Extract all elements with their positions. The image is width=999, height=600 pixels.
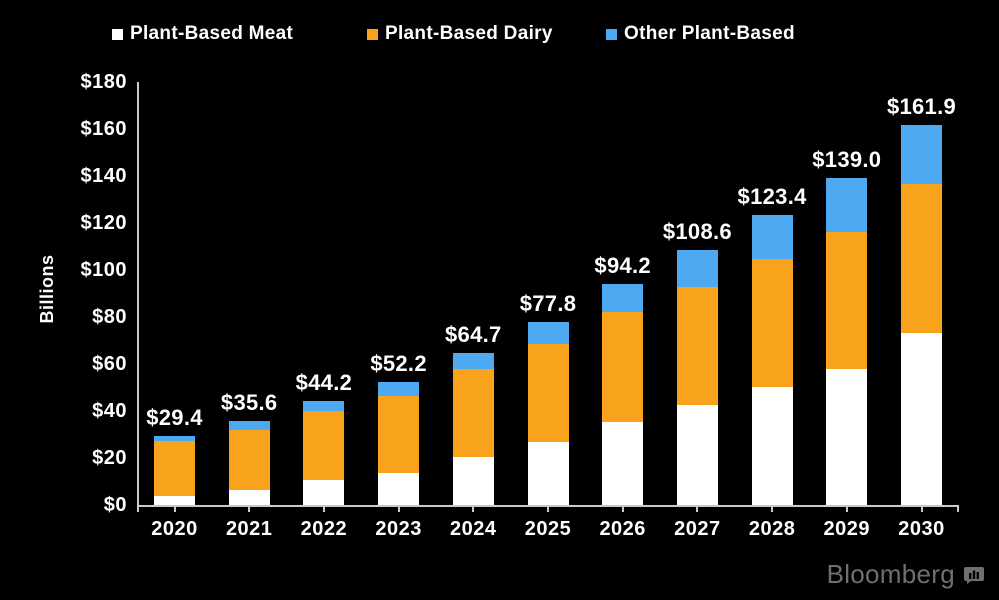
legend-swatch-other-plant-based-icon <box>606 28 617 40</box>
bar-segment-plant-based-dairy-2030 <box>901 184 942 334</box>
x-axis-tickmark <box>920 506 923 512</box>
bar-segment-plant-based-meat-2024 <box>452 457 494 505</box>
bar-segment-other-plant-based-2028 <box>751 215 793 260</box>
x-axis-label-2024: 2024 <box>450 518 497 540</box>
y-axis-tick-label: $40 <box>92 400 127 422</box>
bar-segment-other-plant-based-2024 <box>452 352 494 369</box>
x-axis-tickmark <box>248 506 251 512</box>
bar-total-label-2022: $44.2 <box>295 370 353 396</box>
bar-segment-plant-based-meat-2020 <box>154 495 195 505</box>
bar-segment-plant-based-dairy-2026 <box>602 311 644 422</box>
y-axis-tick-label: $80 <box>92 306 127 328</box>
y-axis-tick-label: $100 <box>80 259 127 281</box>
x-axis-tickmark <box>696 506 699 512</box>
x-axis-label-2026: 2026 <box>599 518 646 540</box>
bar-segment-other-plant-based-2025 <box>527 322 569 344</box>
bar-segment-plant-based-dairy-2020 <box>154 441 195 496</box>
bar-segment-plant-based-meat-2030 <box>901 333 942 505</box>
bar-total-label-2023: $52.2 <box>370 351 427 377</box>
bar-segment-plant-based-meat-2029 <box>826 368 868 505</box>
x-axis-label-2022: 2022 <box>300 518 348 540</box>
bar-segment-other-plant-based-2020 <box>154 435 195 442</box>
bar-total-label-2024: $64.7 <box>445 321 502 347</box>
bar-segment-plant-based-meat-2028 <box>751 386 793 505</box>
x-axis-label-2029: 2029 <box>823 518 871 540</box>
bar-segment-plant-based-dairy-2028 <box>751 259 793 387</box>
bar-segment-other-plant-based-2029 <box>826 178 868 233</box>
bar-segment-plant-based-dairy-2024 <box>452 368 494 458</box>
bloomberg-attribution: Bloomberg <box>827 559 985 590</box>
y-axis-tick-label: $20 <box>92 447 127 469</box>
bloomberg-logo-icon <box>963 564 985 586</box>
bar-segment-plant-based-meat-2022 <box>303 479 345 505</box>
legend-label: Plant-Based Dairy <box>385 23 553 44</box>
bar-segment-plant-based-meat-2027 <box>676 405 718 505</box>
bar-segment-plant-based-meat-2025 <box>527 441 569 505</box>
bar-segment-plant-based-dairy-2027 <box>676 286 718 406</box>
x-axis-line <box>137 505 959 507</box>
x-axis-tickmark <box>771 506 774 512</box>
bar-total-label-2020: $29.4 <box>146 404 203 430</box>
bar-total-label-2026: $94.2 <box>594 252 651 278</box>
bar-segment-other-plant-based-2022 <box>303 401 345 411</box>
bar-total-label-2021: $35.6 <box>220 390 278 416</box>
x-axis-label-2028: 2028 <box>748 518 796 540</box>
legend-label: Other Plant-Based <box>624 23 795 44</box>
legend-label: Plant-Based Meat <box>130 23 294 44</box>
legend-item-plant-based-meat: Plant-Based Meat <box>112 23 293 45</box>
bar-segment-other-plant-based-2023 <box>378 382 420 396</box>
x-axis-tickmark <box>397 506 400 512</box>
x-axis-label-2021: 2021 <box>225 518 273 540</box>
y-axis-tick-label: $160 <box>80 118 127 140</box>
legend-swatch-plant-based-dairy-icon <box>367 28 378 40</box>
bar-segment-plant-based-meat-2023 <box>378 473 420 505</box>
x-axis-tickmark <box>621 506 624 512</box>
bar-segment-other-plant-based-2030 <box>901 124 942 185</box>
x-axis-tickmark <box>547 506 549 512</box>
x-axis-label-2027: 2027 <box>674 518 721 540</box>
x-axis-tickmark <box>845 506 848 512</box>
bar-total-label-2028: $123.4 <box>737 184 807 209</box>
y-axis-tick-label: $120 <box>80 212 127 234</box>
legend-item-plant-based-dairy: Plant-Based Dairy <box>367 23 553 45</box>
x-axis-label-2020: 2020 <box>151 518 198 540</box>
bloomberg-wordmark: Bloomberg <box>826 559 955 589</box>
bar-segment-plant-based-dairy-2025 <box>527 344 569 442</box>
bar-segment-plant-based-dairy-2021 <box>228 429 270 491</box>
x-axis-label-2030: 2030 <box>898 518 945 540</box>
x-axis-label-2023: 2023 <box>375 518 422 540</box>
x-axis-end-tickmark <box>957 506 959 512</box>
y-axis-tick-label: $60 <box>92 353 127 375</box>
bar-total-label-2030: $161.9 <box>886 93 957 119</box>
y-axis-tick-label: $140 <box>80 165 127 187</box>
bar-segment-other-plant-based-2021 <box>228 421 270 430</box>
bar-total-label-2025: $77.8 <box>519 291 577 317</box>
x-axis-tickmark <box>322 506 325 512</box>
bar-segment-plant-based-meat-2026 <box>602 421 644 505</box>
bar-total-label-2029: $139.0 <box>812 147 882 173</box>
bar-segment-plant-based-dairy-2023 <box>378 395 420 474</box>
y-axis-line <box>137 82 139 507</box>
y-axis-tick-label: $0 <box>103 494 127 516</box>
x-axis-tickmark <box>173 506 176 512</box>
bar-total-label-2027: $108.6 <box>662 218 732 244</box>
bar-segment-other-plant-based-2026 <box>602 283 644 312</box>
x-axis-label-2025: 2025 <box>524 518 572 540</box>
bar-segment-plant-based-dairy-2029 <box>826 232 868 369</box>
bar-segment-other-plant-based-2027 <box>676 249 718 287</box>
y-axis-tick-label: $180 <box>80 71 127 93</box>
x-axis-end-tickmark <box>137 506 139 512</box>
x-axis-tickmark <box>472 506 475 512</box>
legend-swatch-plant-based-meat-icon <box>112 28 123 40</box>
bar-segment-plant-based-dairy-2022 <box>303 410 345 480</box>
legend-item-other-plant-based: Other Plant-Based <box>606 23 795 45</box>
bar-segment-plant-based-meat-2021 <box>228 490 270 505</box>
